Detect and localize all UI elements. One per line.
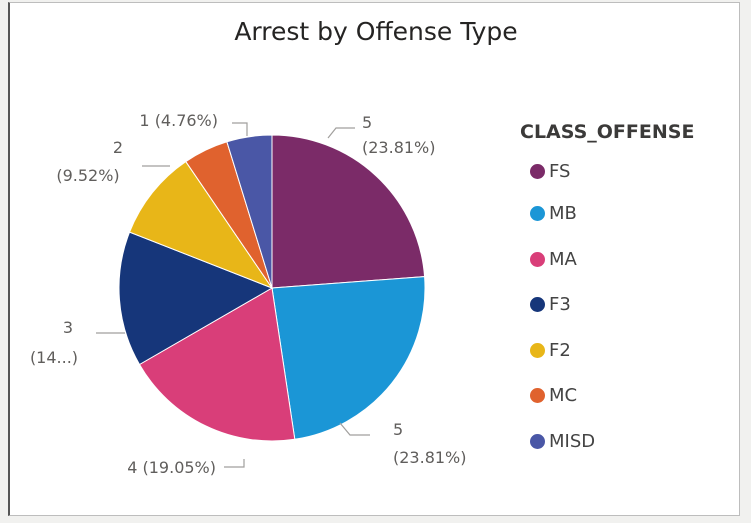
legend-swatch <box>530 206 545 222</box>
legend-item-fs[interactable]: FS <box>520 151 694 191</box>
legend-title: CLASS_OFFENSE <box>520 121 695 143</box>
data-label: 1 (4.76%) <box>139 111 218 130</box>
leader-line <box>327 127 355 139</box>
chart-title: Arrest by Offense Type <box>234 17 518 46</box>
leader-line <box>339 422 370 436</box>
legend-swatch <box>530 388 545 404</box>
data-label-value: 5 <box>362 113 372 132</box>
legend-item-f3[interactable]: F3 <box>520 282 694 328</box>
pie-slice-f3[interactable] <box>118 231 274 366</box>
data-label-percent: (9.52%) <box>56 166 119 185</box>
pie-slice-fs[interactable] <box>271 134 426 289</box>
pie-slice-misd[interactable] <box>226 134 273 289</box>
legend-item-ma[interactable]: MA <box>520 237 694 283</box>
legend-label: F2 <box>549 339 571 361</box>
data-label-value: 5 <box>393 420 403 439</box>
legend-swatch <box>530 342 545 358</box>
data-label: 4 (19.05%) <box>127 458 216 477</box>
pie-slice-ma[interactable] <box>138 287 296 442</box>
leader-line <box>224 459 245 468</box>
legend-label: MB <box>549 203 577 225</box>
legend-label: F3 <box>549 294 571 316</box>
legend: CLASS_OFFENSE FS MB MA F3 F2 MC MISD <box>520 121 694 464</box>
legend-item-misd[interactable]: MISD <box>520 419 694 465</box>
legend-swatch <box>530 251 545 267</box>
leader-line <box>232 122 248 136</box>
legend-label: MC <box>549 385 578 407</box>
legend-swatch <box>530 163 545 179</box>
legend-swatch <box>530 433 545 449</box>
pie-slice-f2[interactable] <box>128 160 274 290</box>
pie-slice-mb[interactable] <box>271 276 426 440</box>
chart-card: Arrest by Offense Type 5 (23.81%) 5 (23.81%… <box>8 2 740 516</box>
legend-item-f2[interactable]: F2 <box>520 328 694 374</box>
data-label-percent: (23.81%) <box>393 448 467 467</box>
legend-label: MISD <box>549 430 596 452</box>
data-label-percent: (23.81%) <box>362 138 436 157</box>
legend-label: FS <box>549 160 571 182</box>
data-label-percent: (14...) <box>30 348 78 367</box>
pie-chart: 5 (23.81%) 5 (23.81%) 4 (19.05%) 3 (14...) 2 (9.… <box>30 111 467 477</box>
legend-item-mb[interactable]: MB <box>520 191 694 237</box>
legend-swatch <box>530 297 545 313</box>
data-label-value: 3 <box>63 318 73 337</box>
data-label-value: 2 <box>113 138 123 157</box>
legend-item-mc[interactable]: MC <box>520 373 694 419</box>
legend-label: MA <box>549 248 577 270</box>
